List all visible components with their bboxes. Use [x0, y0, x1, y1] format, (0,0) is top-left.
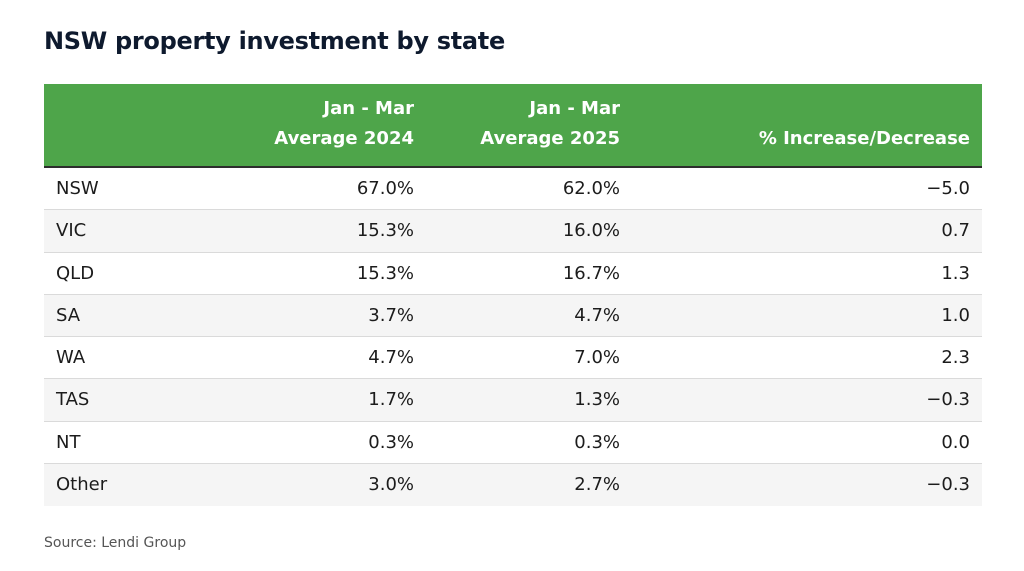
change-cell: −5.0	[926, 178, 970, 199]
state-cell: QLD	[56, 262, 95, 284]
avg-2025-cell: 7.0%	[574, 347, 620, 369]
table-row: Other 3.0% 2.7% −0.3	[44, 464, 982, 507]
change-cell: −0.3	[926, 389, 970, 411]
data-table: Jan - Mar Average 2024 Jan - Mar Average…	[44, 84, 982, 507]
chart-title: NSW property investment by state	[44, 27, 505, 55]
source-note: Source: Lendi Group	[44, 535, 187, 551]
avg-2025-cell: 4.7%	[574, 304, 620, 326]
change-cell: −0.3	[926, 474, 970, 496]
header-2024-line2: Average 2024	[274, 128, 414, 149]
change-cell: 0.0	[941, 431, 970, 453]
avg-2024-cell: 0.3%	[368, 431, 414, 453]
table-header: Jan - Mar Average 2024 Jan - Mar Average…	[44, 84, 982, 168]
avg-2024-cell: 15.3%	[356, 262, 414, 284]
avg-2024-cell: 4.7%	[368, 347, 414, 369]
table-row: SA 3.7% 4.7% 1.0	[44, 294, 982, 338]
state-cell: NT	[56, 431, 81, 453]
state-cell: Other	[56, 474, 108, 496]
avg-2024-cell: 1.7%	[368, 389, 414, 411]
change-cell: 1.0	[941, 304, 970, 326]
avg-2025-cell: 1.3%	[574, 389, 620, 411]
state-cell: NSW	[56, 178, 99, 199]
change-cell: 1.3	[941, 262, 970, 284]
header-2025-line2: Average 2025	[480, 128, 620, 149]
change-cell: 0.7	[941, 220, 970, 242]
header-2025-line1: Jan - Mar	[529, 98, 620, 119]
table-row: NSW 67.0% 62.0% −5.0	[44, 168, 982, 211]
state-cell: TAS	[56, 389, 90, 411]
avg-2024-cell: 67.0%	[356, 178, 414, 199]
header-2024-line1: Jan - Mar	[323, 98, 414, 119]
table-row: TAS 1.7% 1.3% −0.3	[44, 379, 982, 422]
avg-2024-cell: 3.7%	[368, 304, 414, 326]
table-row: WA 4.7% 7.0% 2.3	[44, 337, 982, 380]
table-row: QLD 15.3% 16.7% 1.3	[44, 253, 982, 295]
table-body: NSW 67.0% 62.0% −5.0 VIC 15.3% 16.0% 0.7 QLD 15.3…	[44, 168, 982, 507]
state-cell: VIC	[56, 220, 87, 242]
table-row: NT 0.3% 0.3% 0.0	[44, 422, 982, 465]
state-cell: SA	[56, 304, 81, 326]
avg-2024-cell: 15.3%	[356, 220, 414, 242]
header-2024: Jan - Mar Average 2024	[274, 94, 414, 154]
avg-2025-cell: 16.0%	[562, 220, 620, 242]
header-change: % Increase/Decrease	[758, 128, 970, 149]
change-cell: 2.3	[941, 347, 970, 369]
avg-2025-cell: 2.7%	[574, 474, 620, 496]
state-cell: WA	[56, 347, 86, 369]
avg-2025-cell: 16.7%	[562, 262, 620, 284]
avg-2024-cell: 3.0%	[368, 474, 414, 496]
avg-2025-cell: 0.3%	[574, 431, 620, 453]
table-row: VIC 15.3% 16.0% 0.7	[44, 210, 982, 253]
avg-2025-cell: 62.0%	[562, 178, 620, 199]
header-2025: Jan - Mar Average 2025	[480, 94, 620, 154]
